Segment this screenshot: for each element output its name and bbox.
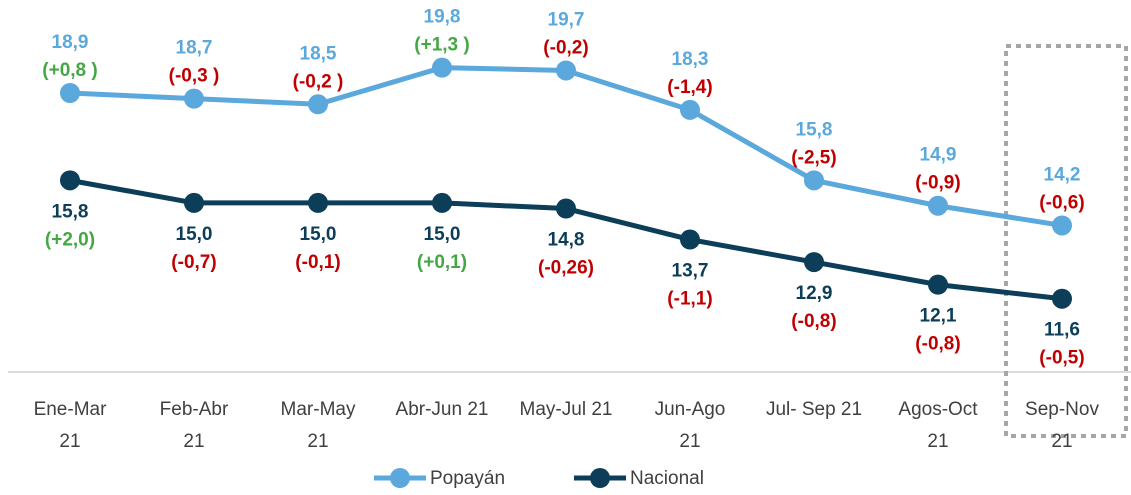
point: [308, 192, 328, 213]
change-label: (+0,8 ): [42, 60, 97, 81]
change-label: (+0,1): [417, 252, 467, 273]
data-label: 15,8: [796, 119, 833, 140]
point: [556, 60, 576, 81]
data-label: 15,8: [52, 201, 89, 222]
x-tick-label: Agos-Oct 21: [898, 399, 978, 452]
point: [804, 170, 824, 191]
change-label: (-0,8): [915, 334, 960, 355]
point: [928, 274, 948, 295]
x-tick-label: Abr-Jun 21: [395, 399, 489, 420]
x-tick-label: May-Jul 21: [519, 399, 613, 420]
point: [928, 195, 948, 216]
change-label: (-0,5): [1039, 348, 1084, 369]
point: [432, 57, 452, 78]
legend-label: Nacional: [630, 468, 704, 489]
point: [680, 99, 700, 120]
change-label: (-0,1): [295, 252, 340, 273]
change-label: (-0,26): [538, 258, 594, 279]
data-label: 14,8: [548, 230, 585, 251]
change-label: (-0,7): [171, 252, 216, 273]
legend-marker: [590, 468, 610, 488]
point: [680, 229, 700, 250]
change-label: (+1,3 ): [414, 35, 469, 56]
change-label: (-0,9): [915, 173, 960, 194]
change-label: (-0,2 ): [293, 71, 344, 92]
data-label: 15,0: [300, 224, 337, 245]
change-label: (+2,0): [45, 229, 95, 250]
point: [60, 83, 80, 103]
legend-marker: [390, 468, 410, 488]
data-label: 12,1: [920, 306, 957, 327]
x-tick-label: Jul- Sep 21: [765, 399, 863, 420]
change-label: (-2,5): [791, 147, 836, 168]
x-tick-label: Ene-Mar 21: [33, 399, 107, 452]
point: [184, 88, 204, 109]
x-tick-label: Sep-Nov 21: [1025, 399, 1099, 452]
data-label: 15,0: [424, 224, 461, 245]
data-label: 18,7: [176, 38, 213, 59]
change-label: (-0,8): [791, 311, 836, 332]
data-label: 14,9: [920, 145, 957, 166]
data-label: 19,8: [424, 7, 461, 28]
data-label: 18,3: [672, 49, 709, 70]
point: [60, 170, 80, 191]
point: [308, 94, 328, 115]
legend-label: Popayán: [430, 468, 505, 489]
point: [432, 192, 452, 213]
change-label: (-0,6): [1039, 192, 1084, 213]
change-label: (-1,4): [667, 77, 712, 98]
x-tick-label: Feb-Abr 21: [159, 399, 229, 452]
change-label: (-0,2): [543, 37, 588, 58]
data-label: 15,0: [176, 224, 213, 245]
point: [184, 192, 204, 213]
point: [1052, 288, 1072, 309]
data-label: 18,5: [300, 43, 337, 64]
data-label: 13,7: [672, 261, 709, 282]
data-label: 18,9: [52, 32, 89, 53]
point: [1052, 215, 1072, 236]
data-label: 14,2: [1044, 164, 1081, 185]
x-tick-label: Mar-May 21: [280, 399, 356, 452]
x-tick-label: Jun-Ago 21: [654, 399, 726, 452]
change-label: (-0,3 ): [169, 66, 220, 87]
data-label: 11,6: [1044, 320, 1080, 341]
highlight-box: [1004, 44, 1128, 438]
data-label: 12,9: [796, 283, 833, 304]
change-label: (-1,1): [667, 289, 712, 310]
point: [556, 198, 576, 219]
point: [804, 252, 824, 273]
data-label: 19,7: [548, 9, 585, 30]
